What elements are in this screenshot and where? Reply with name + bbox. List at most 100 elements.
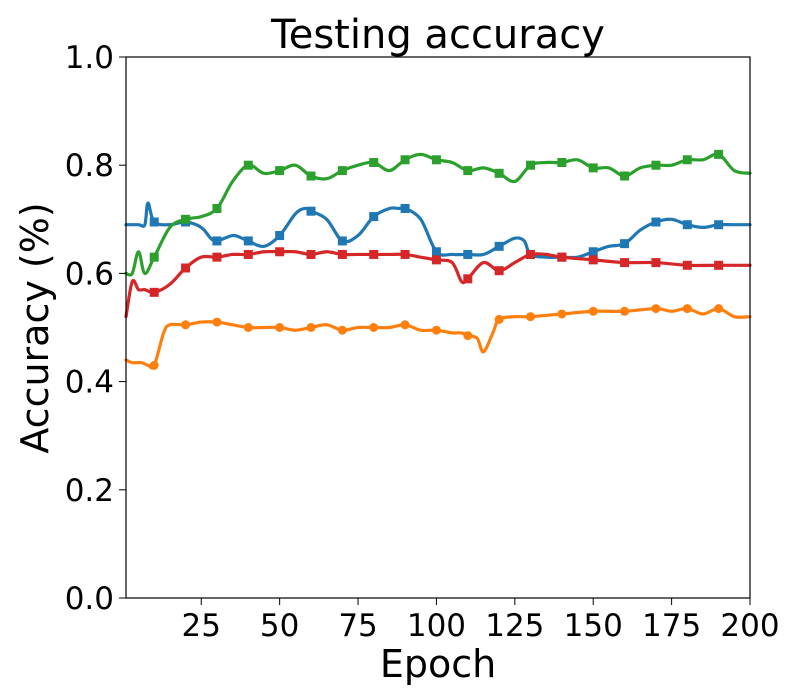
data-point [181, 263, 191, 273]
data-point [714, 260, 724, 270]
x-tick-label: 50 [260, 608, 299, 644]
data-point [682, 304, 692, 314]
data-point [651, 160, 661, 170]
y-axis: 0.0 0.2 0.4 0.6 0.8 1.0 [65, 40, 126, 617]
series-layer [124, 149, 752, 370]
y-axis-label: Accuracy (%) [13, 202, 57, 453]
y-tick-label: 1.0 [65, 40, 114, 76]
data-point [337, 236, 347, 246]
data-point [400, 203, 410, 213]
data-point [431, 155, 441, 165]
data-point [400, 249, 410, 259]
series-4 [124, 247, 752, 319]
data-point [588, 255, 598, 265]
y-tick-label: 0.2 [65, 473, 114, 509]
data-point [494, 314, 504, 324]
data-point [651, 217, 661, 227]
data-point [306, 323, 316, 332]
x-axis-label: Epoch [380, 642, 496, 686]
data-point [149, 287, 159, 297]
data-point [369, 212, 379, 222]
x-axis: 25 50 75 100 125 150 175 200 [182, 598, 780, 644]
data-point [526, 249, 536, 259]
x-tick-label: 200 [720, 608, 779, 644]
y-tick-label: 0.6 [65, 256, 114, 292]
x-tick-label: 150 [564, 608, 623, 644]
data-point [651, 258, 661, 268]
data-point [306, 249, 316, 259]
x-tick-label: 125 [485, 608, 544, 644]
data-point [149, 252, 159, 262]
y-tick-label: 0.8 [65, 148, 114, 184]
data-point [306, 206, 316, 216]
data-point [243, 236, 253, 246]
data-point [243, 160, 253, 170]
data-point [526, 312, 536, 322]
data-point [494, 266, 504, 276]
data-point [212, 236, 222, 246]
data-point [588, 247, 598, 257]
data-point [620, 239, 630, 249]
data-point [400, 155, 410, 165]
y-tick-label: 0.4 [65, 365, 114, 401]
data-point [212, 203, 222, 213]
data-point [337, 166, 347, 176]
data-point [431, 325, 441, 335]
y-tick-label: 0.0 [65, 581, 114, 617]
data-point [212, 317, 222, 327]
data-point [306, 171, 316, 181]
data-point [337, 325, 347, 335]
data-point [463, 166, 473, 176]
series-2 [124, 304, 752, 370]
plot-frame [125, 56, 751, 599]
data-point [369, 323, 379, 332]
data-point [588, 163, 598, 173]
data-point [431, 255, 441, 265]
data-point [494, 168, 504, 178]
data-point [557, 252, 567, 262]
series-line [124, 152, 752, 277]
data-point [682, 260, 692, 270]
data-point [494, 241, 504, 251]
data-point [212, 252, 222, 262]
data-point [714, 149, 724, 159]
x-tick-label: 25 [182, 608, 221, 644]
data-point [682, 155, 692, 165]
data-point [526, 160, 536, 170]
plot-area [124, 56, 752, 599]
data-point [588, 306, 598, 316]
data-point [620, 171, 630, 181]
data-point [275, 323, 285, 332]
data-point [149, 217, 159, 227]
data-point [369, 249, 379, 259]
data-point [463, 249, 473, 259]
data-point [463, 331, 473, 341]
x-tick-label: 175 [642, 608, 701, 644]
data-point [369, 157, 379, 167]
data-point [181, 214, 191, 224]
data-point [620, 258, 630, 268]
data-point [557, 157, 567, 167]
series-3 [124, 149, 752, 277]
data-point [149, 360, 159, 370]
x-tick-label: 75 [338, 608, 377, 644]
data-point [275, 166, 285, 176]
data-point [275, 247, 285, 257]
chart-title: Testing accuracy [270, 12, 605, 58]
data-point [275, 231, 285, 241]
data-point [463, 274, 473, 284]
data-point [243, 323, 253, 332]
data-point [337, 249, 347, 259]
data-point [243, 249, 253, 259]
x-tick-label: 100 [407, 608, 466, 644]
data-point [400, 320, 410, 330]
data-point [651, 304, 661, 314]
data-point [682, 220, 692, 230]
data-point [714, 304, 724, 314]
data-point [620, 306, 630, 316]
data-point [181, 320, 191, 330]
data-point [431, 247, 441, 257]
data-point [714, 220, 724, 230]
data-point [557, 309, 567, 319]
